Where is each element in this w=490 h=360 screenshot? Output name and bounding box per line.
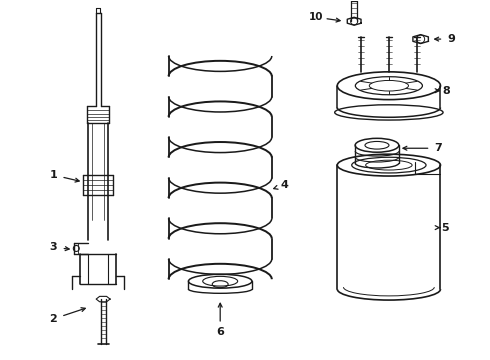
Text: 9: 9: [447, 34, 455, 44]
Text: 10: 10: [309, 12, 324, 22]
Text: 5: 5: [441, 222, 449, 233]
Text: 7: 7: [435, 143, 442, 153]
Text: 8: 8: [442, 86, 450, 96]
Text: 1: 1: [49, 170, 57, 180]
Text: 3: 3: [49, 243, 57, 252]
Text: 4: 4: [281, 180, 289, 190]
Text: 6: 6: [216, 327, 224, 337]
Text: 2: 2: [49, 314, 57, 324]
